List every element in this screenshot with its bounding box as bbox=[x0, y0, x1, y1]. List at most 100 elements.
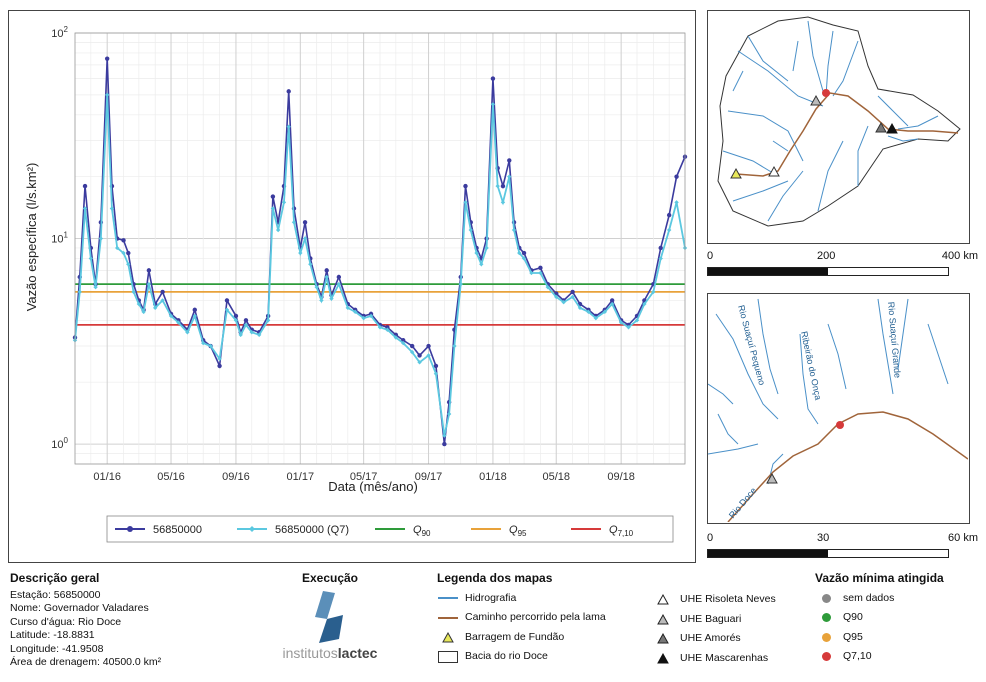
q7-point bbox=[484, 245, 489, 251]
q7-point bbox=[368, 313, 374, 319]
q7-point bbox=[115, 245, 120, 251]
q7-point bbox=[141, 309, 146, 315]
top-map-scale: 0 200 400 km bbox=[707, 250, 978, 290]
q7-point bbox=[570, 294, 575, 300]
q7-point bbox=[153, 305, 158, 311]
q7-point bbox=[495, 183, 500, 189]
q7-point bbox=[401, 340, 406, 346]
zoom-scale-label-0: 0 bbox=[707, 532, 714, 544]
q7-point bbox=[160, 298, 165, 303]
scale-label-0: 0 bbox=[707, 250, 714, 262]
q7-point bbox=[507, 174, 512, 179]
x-tick-label: 01/17 bbox=[287, 471, 315, 483]
x-axis-title: Data (mês/ano) bbox=[328, 479, 418, 494]
q7-point bbox=[224, 307, 230, 313]
observed-point bbox=[217, 363, 222, 369]
description-river: Curso d'água: Rio Doce bbox=[10, 615, 122, 628]
q7-point bbox=[98, 236, 104, 241]
x-tick-label: 05/16 bbox=[157, 471, 185, 483]
zoom-scale-label-30: 30 bbox=[817, 532, 830, 544]
q7-point bbox=[554, 294, 559, 300]
legend-amores-label: UHE Amorés bbox=[680, 632, 741, 644]
hydrography bbox=[722, 20, 939, 222]
q7-point bbox=[201, 340, 206, 346]
q7-point bbox=[265, 318, 271, 323]
q7-point bbox=[426, 353, 431, 358]
legend-baguari-label: UHE Baguari bbox=[680, 612, 742, 625]
zoom-station-marker bbox=[836, 421, 844, 429]
q7-point bbox=[658, 256, 663, 261]
q7-point bbox=[233, 318, 239, 323]
description-area: Área de drenagem: 40500.0 km² bbox=[10, 656, 162, 668]
chart-legend: 56850000 56850000 (Q7) Q90 Q95 Q7,10 bbox=[106, 515, 674, 543]
legend-hydrography: Hidrografia bbox=[437, 589, 652, 609]
q7-point bbox=[238, 332, 243, 338]
q7-point bbox=[319, 298, 324, 303]
legend-mud-path-label: Caminho percorrido pela lama bbox=[465, 611, 606, 623]
y-tick-label: 102 bbox=[51, 25, 68, 40]
min-flow-block: Vazão mínima atingida sem dados Q90 Q95 … bbox=[815, 571, 980, 667]
description-title: Descrição geral bbox=[10, 571, 100, 585]
q7-point bbox=[281, 200, 287, 205]
q7-point bbox=[521, 256, 527, 261]
q7-point bbox=[336, 281, 342, 287]
observed-point bbox=[521, 250, 527, 256]
q7-point bbox=[126, 262, 131, 267]
observed-point bbox=[609, 298, 615, 303]
q7-point bbox=[618, 320, 624, 325]
description-longitude: Longitude: -41.9508 bbox=[10, 642, 104, 655]
q7-point bbox=[577, 305, 583, 311]
mascarenhas-dam-marker bbox=[886, 122, 898, 134]
lactec-logo-icon bbox=[315, 590, 343, 643]
basin-rect-icon bbox=[437, 650, 459, 663]
legend-observed-label: 56850000 bbox=[153, 524, 202, 536]
gray-dot-icon bbox=[815, 593, 837, 603]
legend-mascarenhas-label: UHE Mascarenhas bbox=[680, 651, 769, 664]
q7-point bbox=[538, 270, 543, 276]
legend-observed-marker bbox=[127, 526, 133, 532]
observed-point bbox=[500, 183, 506, 189]
grid-layer bbox=[74, 32, 685, 465]
zoom-map: Rio Suaçuí Pequeno Ribeirão do Onça Rio … bbox=[707, 293, 970, 524]
q7-point bbox=[479, 262, 484, 267]
observed-point bbox=[426, 343, 431, 349]
observed-point bbox=[104, 56, 110, 61]
observed-point bbox=[570, 289, 575, 295]
light-gray-triangle-icon bbox=[652, 613, 674, 625]
white-triangle-icon bbox=[652, 594, 674, 605]
logo-text-light: institutos bbox=[282, 644, 338, 661]
q7-point bbox=[442, 433, 447, 438]
q7-point bbox=[352, 309, 358, 315]
q7-point bbox=[324, 274, 329, 280]
axis-layer: 01/16 05/16 09/16 01/17 05/17 09/17 01/18 05/18… bbox=[51, 25, 635, 483]
q7-point bbox=[458, 281, 463, 287]
q7-point bbox=[192, 313, 197, 319]
yellow-triangle-icon bbox=[437, 631, 459, 643]
q7-point bbox=[314, 284, 319, 290]
legend-q95-label: Q95 bbox=[843, 630, 863, 643]
observed-point bbox=[409, 343, 415, 349]
q7-point bbox=[500, 200, 506, 205]
q7-point bbox=[593, 315, 599, 321]
q7-point bbox=[131, 289, 136, 295]
basin-map bbox=[707, 10, 970, 244]
legend-q90-label: Q90 bbox=[843, 611, 863, 623]
x-tick-label: 09/17 bbox=[415, 471, 443, 483]
legend-threshold-label: Q95 bbox=[509, 524, 527, 538]
q7-point bbox=[82, 206, 88, 211]
observed-point bbox=[233, 313, 239, 319]
legend-q90: Q90 bbox=[815, 608, 980, 628]
observed-point bbox=[666, 212, 672, 218]
observed-point bbox=[507, 158, 512, 163]
q7-point bbox=[361, 315, 366, 321]
q7-point bbox=[393, 335, 399, 340]
legend-q7-marker bbox=[249, 526, 255, 532]
q7-point bbox=[208, 343, 213, 349]
observed-point bbox=[243, 318, 249, 323]
legend-fundao: Barragem de Fundão bbox=[437, 628, 652, 648]
q7-point bbox=[308, 262, 313, 267]
legend-hydrography-label: Hidrografia bbox=[465, 591, 517, 604]
observed-point bbox=[674, 174, 679, 179]
q7-point bbox=[291, 220, 297, 225]
x-tick-label: 05/17 bbox=[350, 471, 378, 483]
